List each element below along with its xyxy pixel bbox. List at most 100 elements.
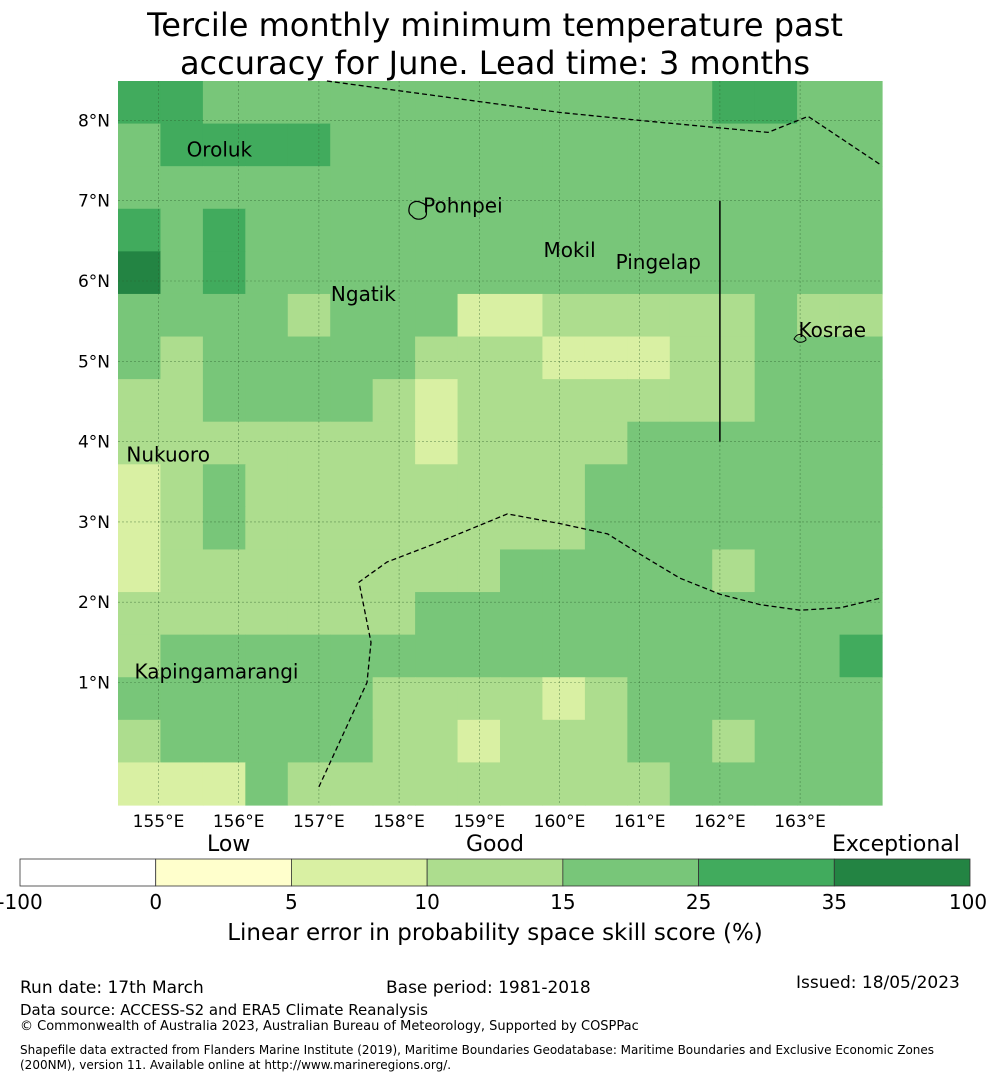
heatmap-cell	[287, 421, 331, 465]
heatmap-cell	[797, 677, 841, 721]
heatmap-cell	[372, 123, 416, 167]
heatmap-cell	[754, 379, 798, 423]
run-date: Run date: 17th March	[20, 978, 204, 998]
colorbar-segment	[698, 858, 835, 887]
heatmap-cell	[754, 166, 798, 210]
heatmap-cell	[500, 421, 544, 465]
heatmap-cell	[160, 677, 204, 721]
colorbar-segment	[833, 858, 971, 887]
heatmap-cell	[245, 719, 289, 764]
heatmap-cell	[542, 166, 586, 210]
lat-tick-label: 7°N	[78, 192, 110, 212]
heatmap-cell	[118, 677, 162, 721]
colorbar-segment	[155, 858, 292, 887]
heatmap-cell	[372, 549, 416, 593]
heatmap-cell	[500, 634, 544, 678]
heatmap-cell	[287, 166, 331, 210]
heatmap-cell	[754, 677, 798, 721]
heatmap-cell	[712, 719, 756, 764]
heatmap-cell	[160, 762, 204, 806]
heatmap-cell	[712, 592, 756, 636]
heatmap-cell	[754, 506, 798, 551]
place-label: Pingelap	[616, 250, 701, 274]
heatmap-cell	[160, 506, 204, 551]
shapefile-credit-line-1: Shapefile data extracted from Flanders M…	[20, 1043, 935, 1057]
heatmap-cell	[542, 549, 586, 593]
chart-title: Tercile monthly minimum temperature past…	[0, 6, 990, 82]
kosrae-outline	[793, 334, 807, 343]
heatmap-cell	[118, 506, 162, 551]
heatmap-cell	[797, 81, 841, 125]
lat-tick-label: 8°N	[78, 111, 110, 131]
lon-tick-label: 163°E	[774, 812, 826, 830]
heatmap-cell	[202, 379, 246, 423]
heatmap-cell	[839, 208, 883, 252]
heatmap-cell	[415, 251, 459, 295]
heatmap-cell	[330, 81, 374, 125]
heatmap-cell	[754, 464, 798, 508]
heatmap-cell	[839, 506, 883, 551]
heatmap-cell	[754, 81, 798, 125]
heatmap-cell	[160, 293, 204, 338]
title-line-1: Tercile monthly minimum temperature past	[147, 6, 843, 44]
heatmap-cell	[287, 762, 331, 806]
heatmap-cell	[118, 634, 162, 678]
heatmap-cell	[542, 677, 586, 721]
heatmap-cell	[372, 762, 416, 806]
heatmap-cell	[797, 506, 841, 551]
heatmap-cell	[202, 677, 246, 721]
heatmap-cell	[712, 464, 756, 508]
lat-tick-label: 5°N	[78, 352, 110, 372]
place-label: Mokil	[543, 238, 595, 262]
heatmap-cell	[754, 293, 798, 338]
place-label: Nukuoro	[126, 443, 210, 467]
heatmap-cell	[839, 81, 883, 125]
lon-tick-label: 159°E	[453, 812, 505, 830]
heatmap-cell	[415, 677, 459, 721]
heatmap-cell	[712, 81, 756, 125]
colorbar-segment	[19, 858, 157, 887]
colorbar-tick: 5	[285, 890, 298, 914]
heatmap-cell	[118, 719, 162, 764]
place-label: Ngatik	[331, 282, 396, 306]
heatmap-cell	[287, 464, 331, 508]
heatmap-cell	[797, 251, 841, 295]
heatmap-cell	[160, 379, 204, 423]
lon-tick-label: 156°E	[213, 812, 265, 830]
heatmap-cell	[202, 464, 246, 508]
heatmap-cell	[712, 251, 756, 295]
heatmap-cell	[330, 293, 374, 338]
heatmap-cell	[202, 592, 246, 636]
heatmap-cell	[584, 379, 628, 423]
heatmap-cell	[202, 336, 246, 380]
heatmap-cell	[839, 421, 883, 465]
heatmap-cell	[584, 549, 628, 593]
heatmap-cell	[287, 719, 331, 764]
heatmap-cell	[797, 166, 841, 210]
lon-tick-label: 161°E	[614, 812, 666, 830]
heatmap-cell	[584, 251, 628, 295]
heatmap-cell	[712, 421, 756, 465]
heatmap-cell	[542, 421, 586, 465]
heatmap-cell	[627, 166, 671, 210]
heatmap-cell	[287, 549, 331, 593]
heatmap-cell	[542, 464, 586, 508]
island-outlines	[408, 200, 807, 343]
heatmap-cell	[160, 81, 204, 125]
lon-tick-label: 158°E	[373, 812, 425, 830]
heatmap-cell	[415, 762, 459, 806]
heatmap-cell	[372, 81, 416, 125]
heatmap-cell	[669, 251, 713, 295]
heatmap-cell	[797, 549, 841, 593]
heatmap-cell	[118, 208, 162, 252]
heatmap-cell	[839, 123, 883, 167]
colorbar-tick: 35	[821, 890, 848, 914]
heatmap-cell	[839, 379, 883, 423]
heatmap-cell	[415, 81, 459, 125]
heatmap-cell	[712, 379, 756, 423]
heatmap-cell	[584, 336, 628, 380]
shapefile-credit-line-2: (200NM), version 11. Available online at…	[20, 1058, 452, 1072]
eez-boundary-line	[326, 80, 881, 166]
heatmap-cell	[500, 379, 544, 423]
heatmap-cell	[712, 677, 756, 721]
